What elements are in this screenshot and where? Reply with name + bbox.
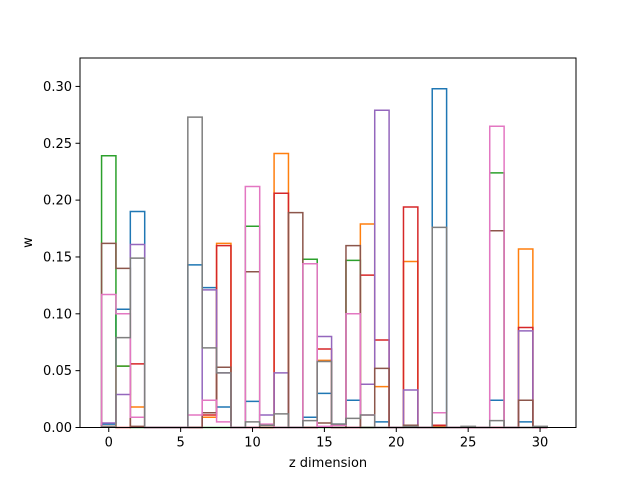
y-tick-label: 0.15 (43, 250, 72, 265)
x-tick-label: 25 (460, 436, 477, 451)
x-tick-label: 10 (244, 436, 261, 451)
y-axis-ticks: 0.00 0.05 0.10 0.15 0.20 0.25 0.30 (43, 80, 80, 436)
x-axis-label: z dimension (289, 456, 367, 471)
x-tick-label: 15 (316, 436, 333, 451)
x-axis-ticks: 0 5 10 15 20 25 30 (105, 427, 549, 451)
y-tick-label: 0.05 (43, 364, 72, 379)
x-tick-label: 20 (388, 436, 405, 451)
plot-frame (79, 57, 577, 428)
y-tick-label: 0.25 (43, 137, 72, 152)
y-axis-label: w (21, 237, 36, 248)
y-tick-label: 0.00 (43, 421, 72, 436)
x-tick-label: 30 (532, 436, 549, 451)
y-tick-label: 0.30 (43, 80, 72, 95)
x-tick-label: 0 (105, 436, 113, 451)
y-tick-label: 0.20 (43, 194, 72, 209)
x-tick-label: 5 (176, 436, 184, 451)
y-tick-label: 0.10 (43, 307, 72, 322)
